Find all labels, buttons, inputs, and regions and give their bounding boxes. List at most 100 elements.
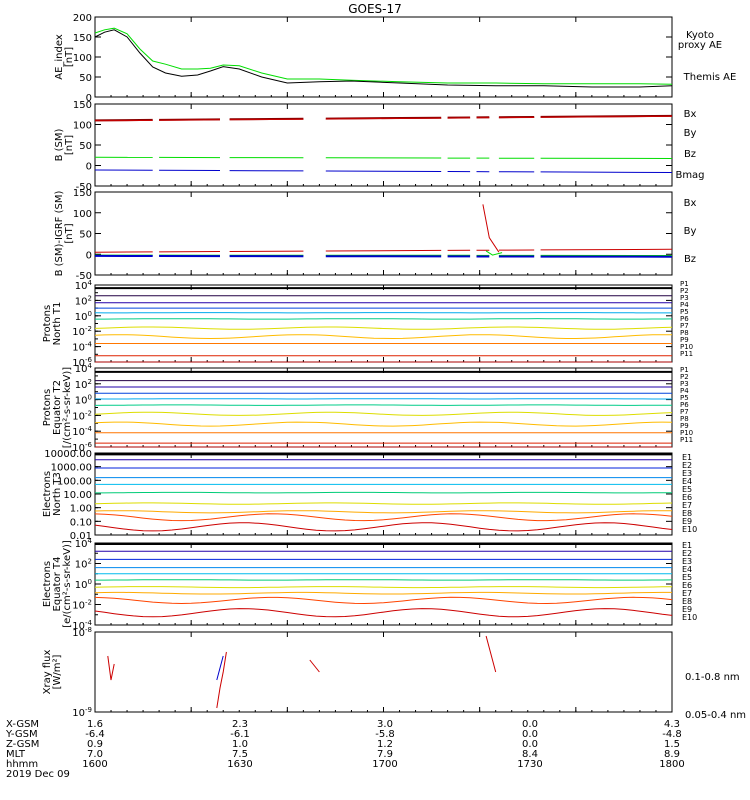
pe-ytick-label-5: 10-6	[72, 441, 92, 454]
footer-row-label-0: X-GSM	[6, 719, 39, 730]
xray-ylabel-line-0: Xray flux	[42, 650, 53, 695]
bsm-series-1-seg-3	[325, 117, 442, 120]
footer-row-1-value-1: -6.1	[230, 729, 250, 740]
bsm-series-1-seg-2	[229, 118, 304, 121]
bigrf-ylabel-line-0: B (SM)-IGRF (SM)	[54, 191, 65, 277]
footer-row-4-value-3: 1730	[517, 759, 542, 770]
ae-ytick-label-3: 150	[73, 33, 92, 44]
en-legend-E4: E4	[682, 477, 692, 486]
en-legend-E9: E9	[682, 517, 692, 526]
footer-row-3-value-4: 8.9	[664, 749, 680, 760]
ae-legend-2: Themis AE	[683, 72, 737, 83]
xray-seg-0	[107, 655, 115, 681]
pn-legend-P10: P10	[680, 343, 693, 351]
en-ytick-label-3: 10.00	[63, 490, 92, 501]
pn-legend-P11: P11	[680, 350, 693, 358]
ee-legend-E9: E9	[682, 605, 692, 614]
bigrf-legend-0: Bx	[684, 198, 697, 209]
ee-ytick-label-4: 10-4	[72, 619, 92, 632]
pe-ylabel-line-2: [/(cm²-s-sr-keV)]	[62, 367, 73, 448]
bigrf-series-0-seg-3	[325, 249, 442, 252]
pn-level-P7	[94, 326, 673, 330]
pe-frame	[94, 367, 673, 448]
ae-ytick-label-4: 200	[73, 13, 92, 24]
en-ytick-label-2: 100.00	[57, 476, 92, 487]
bsm-series-1-seg-1	[159, 119, 221, 121]
bigrf-series-0-seg-7	[540, 248, 673, 251]
ee-legend-E1: E1	[682, 541, 692, 550]
footer-row-4-value-2: 1700	[372, 759, 397, 770]
ee-legend-E3: E3	[682, 557, 692, 566]
ee-ytick-label-1: 102	[75, 558, 92, 571]
pe-ylabel-line-0: Protons	[42, 389, 53, 426]
bsm-ylabel-line-0: B (SM)	[54, 128, 65, 161]
bsm-legend-1: By	[684, 128, 697, 139]
en-legend-E3: E3	[682, 469, 692, 478]
en-ylabel-line-1: North T3	[52, 472, 63, 516]
panel-pn: 104 102 100 10-2 10-4 10-6 Protons North T1 P1P2…	[42, 279, 693, 369]
pe-legend-P11: P11	[680, 436, 693, 444]
footer-row-2-value-3: 0.0	[522, 739, 538, 750]
en-legend-E5: E5	[682, 485, 692, 494]
footer-row-1-value-2: -5.8	[375, 729, 395, 740]
footer-row-label-4: hhmm	[6, 759, 38, 770]
pn-ytick-label-4: 10-4	[72, 341, 92, 354]
pn-legend-P5: P5	[680, 308, 689, 316]
pn-legend-P6: P6	[680, 315, 689, 323]
xray-ylabel-line-1: [W/m²]	[52, 654, 63, 689]
en-level-E10	[94, 522, 673, 532]
pe-legend-P5: P5	[680, 394, 689, 402]
ee-ytick-label-3: 10-2	[72, 599, 92, 612]
en-legend-E1: E1	[682, 453, 692, 462]
bigrf-legend-1: By	[684, 226, 697, 237]
xray-seg-1	[216, 655, 224, 681]
footer-row-0-value-3: 0.0	[522, 719, 538, 730]
bsm-ytick-label-2: 50	[79, 141, 92, 152]
ee-ylabel-line-0: Electrons	[42, 561, 53, 607]
ee-legend-E4: E4	[682, 565, 692, 574]
pe-legend-P6: P6	[680, 401, 689, 409]
footer-row-2-value-4: 1.5	[664, 739, 680, 750]
bsm-series-3-seg-7	[540, 171, 673, 173]
pn-legend-P7: P7	[680, 322, 689, 330]
en-ytick-label-0: 10000.00	[44, 449, 92, 460]
panel-bsm: -50 0 50 100 150 B (SM) [nT] Bx By Bz Bmag	[54, 100, 705, 193]
en-level-E8	[94, 510, 672, 514]
pe-level-P8	[94, 421, 673, 427]
pn-ylabel: Protons North T1	[42, 302, 63, 346]
xray-legend-0: 0.1-0.8 nm	[685, 672, 740, 683]
pe-legend-P9: P9	[680, 422, 689, 430]
footer-row-0-value-0: 1.6	[87, 719, 103, 730]
bsm-legend-3: Bmag	[675, 170, 704, 181]
ae-ytick-label-0: 0	[86, 93, 92, 104]
pn-legend-P9: P9	[680, 336, 689, 344]
pn-ytick-label-2: 100	[75, 310, 92, 323]
pe-legend-P7: P7	[680, 408, 689, 416]
ee-ylabel: Electrons Equator T4 [e/(cm²-s-sr-keV)]	[42, 540, 73, 628]
bigrf-ytick-label-4: 150	[73, 188, 92, 199]
en-ytick-label-4: 1.00	[70, 504, 92, 515]
ae-ylabel-line-0: AE_index	[54, 34, 65, 80]
bsm-ytick-label-0: -50	[76, 182, 92, 193]
footer-row-3-value-0: 7.0	[87, 749, 103, 760]
xray-seg-4	[485, 635, 497, 673]
en-legend-E8: E8	[682, 509, 692, 518]
ae-legend-0: Kyoto	[686, 30, 714, 41]
pe-legend-P2: P2	[680, 373, 689, 381]
ee-level-E7	[94, 586, 673, 589]
en-legend-E7: E7	[682, 501, 692, 510]
pn-legend-P4: P4	[680, 301, 689, 309]
pn-ytick-label-5: 10-6	[72, 356, 92, 369]
ee-ylabel-line-2: [e/(cm²-s-sr-keV)]	[62, 540, 73, 628]
xray-legend-1: 0.05-0.4 nm	[685, 710, 746, 721]
bigrf-ylabel-line-1: [nT]	[64, 223, 75, 243]
ae-ylabel-line-1: [nT]	[64, 47, 75, 67]
en-frame	[94, 452, 673, 536]
en-ytick-label-1: 1000.00	[51, 463, 92, 474]
ee-legend-E5: E5	[682, 573, 692, 582]
pn-legend-P3: P3	[680, 294, 689, 302]
